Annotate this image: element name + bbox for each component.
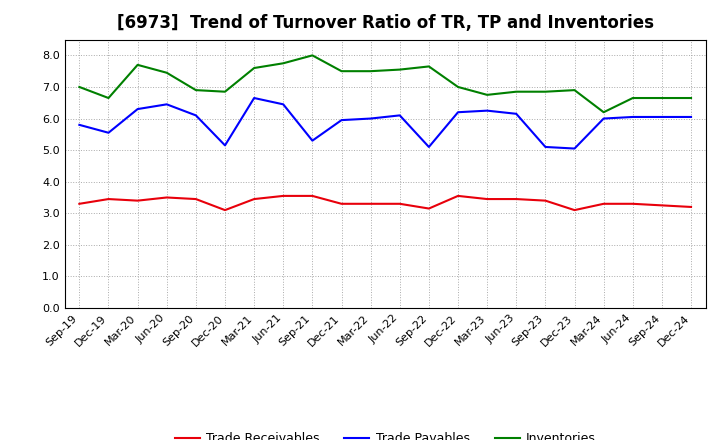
Inventories <box>599 110 608 115</box>
Trade Payables <box>425 144 433 150</box>
Trade Payables <box>454 110 462 115</box>
Inventories <box>541 89 550 94</box>
Inventories <box>395 67 404 72</box>
Line: Inventories: Inventories <box>79 55 691 112</box>
Trade Receivables <box>425 206 433 211</box>
Trade Payables <box>104 130 113 136</box>
Inventories <box>220 89 229 94</box>
Trade Receivables <box>308 193 317 198</box>
Trade Receivables <box>220 208 229 213</box>
Inventories <box>629 95 637 101</box>
Trade Receivables <box>366 201 375 206</box>
Trade Receivables <box>250 196 258 202</box>
Inventories <box>163 70 171 75</box>
Trade Payables <box>75 122 84 128</box>
Inventories <box>75 84 84 90</box>
Trade Receivables <box>192 196 200 202</box>
Trade Receivables <box>75 201 84 206</box>
Trade Payables <box>541 144 550 150</box>
Legend: Trade Receivables, Trade Payables, Inventories: Trade Receivables, Trade Payables, Inven… <box>170 427 600 440</box>
Line: Trade Receivables: Trade Receivables <box>79 196 691 210</box>
Trade Payables <box>570 146 579 151</box>
Trade Payables <box>133 106 142 112</box>
Inventories <box>687 95 696 101</box>
Trade Receivables <box>629 201 637 206</box>
Inventories <box>454 84 462 90</box>
Trade Payables <box>629 114 637 120</box>
Trade Receivables <box>687 204 696 209</box>
Title: [6973]  Trend of Turnover Ratio of TR, TP and Inventories: [6973] Trend of Turnover Ratio of TR, TP… <box>117 15 654 33</box>
Inventories <box>133 62 142 67</box>
Trade Payables <box>657 114 666 120</box>
Trade Payables <box>483 108 492 113</box>
Trade Receivables <box>104 196 113 202</box>
Trade Payables <box>279 102 287 107</box>
Inventories <box>657 95 666 101</box>
Inventories <box>279 61 287 66</box>
Trade Payables <box>395 113 404 118</box>
Inventories <box>192 88 200 93</box>
Trade Payables <box>192 113 200 118</box>
Inventories <box>483 92 492 98</box>
Trade Payables <box>220 143 229 148</box>
Trade Receivables <box>279 193 287 198</box>
Trade Payables <box>337 117 346 123</box>
Trade Receivables <box>454 193 462 198</box>
Inventories <box>337 69 346 74</box>
Trade Payables <box>163 102 171 107</box>
Trade Receivables <box>570 208 579 213</box>
Trade Receivables <box>483 196 492 202</box>
Trade Receivables <box>599 201 608 206</box>
Trade Payables <box>250 95 258 101</box>
Trade Receivables <box>512 196 521 202</box>
Trade Receivables <box>133 198 142 203</box>
Trade Receivables <box>395 201 404 206</box>
Trade Payables <box>512 111 521 117</box>
Trade Receivables <box>541 198 550 203</box>
Trade Receivables <box>337 201 346 206</box>
Trade Receivables <box>163 195 171 200</box>
Trade Receivables <box>657 203 666 208</box>
Trade Payables <box>687 114 696 120</box>
Trade Payables <box>366 116 375 121</box>
Trade Payables <box>308 138 317 143</box>
Trade Payables <box>599 116 608 121</box>
Inventories <box>570 88 579 93</box>
Inventories <box>425 64 433 69</box>
Inventories <box>104 95 113 101</box>
Line: Trade Payables: Trade Payables <box>79 98 691 149</box>
Inventories <box>250 66 258 71</box>
Inventories <box>366 69 375 74</box>
Inventories <box>308 53 317 58</box>
Inventories <box>512 89 521 94</box>
